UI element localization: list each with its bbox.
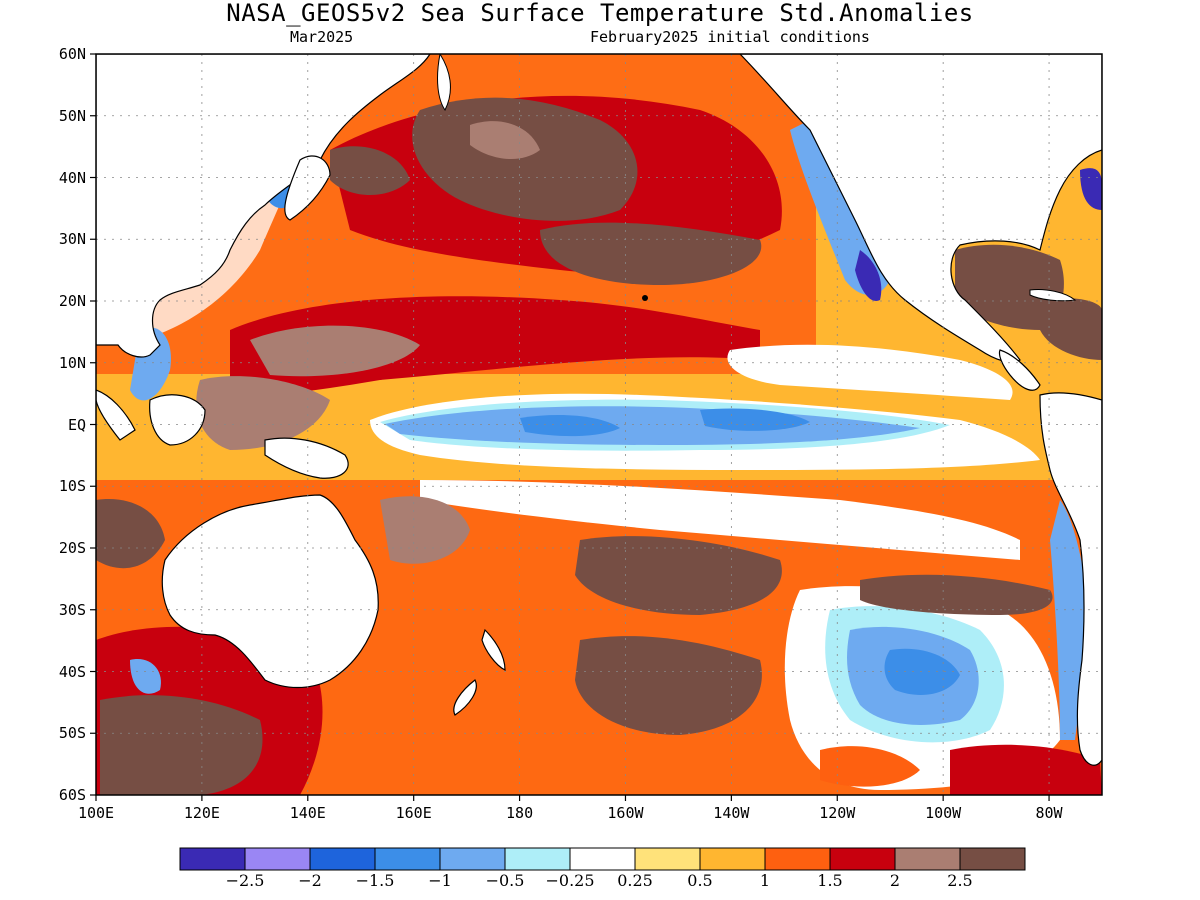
colorbar-label: −0.25 (545, 871, 595, 890)
axis-ticks (90, 53, 1050, 801)
colorbar-swatch (309, 847, 376, 871)
sumatra (96, 389, 136, 441)
australia (161, 494, 379, 689)
atlantic-cold-spot (1080, 168, 1102, 210)
colorbar-swatch (504, 847, 571, 871)
south-neutral-band (420, 480, 1020, 560)
colorbar-label: 1 (759, 871, 771, 890)
brown-patch-south-2 (860, 574, 1053, 615)
colorbar-swatch (179, 847, 246, 871)
borneo (149, 394, 206, 446)
colorbar-swatch (439, 847, 506, 871)
colorbar-label: 0.25 (617, 871, 653, 890)
colorbar-swatch (634, 847, 701, 871)
longitude-label: 140E (289, 804, 326, 822)
latitude-label: EQ (67, 415, 86, 434)
longitude-label: 120E (183, 804, 220, 822)
latitude-label: 50N (58, 106, 86, 125)
colorbar-label: −2.5 (225, 871, 265, 890)
colorbar-label: −2 (298, 871, 322, 890)
colorbar-swatch (959, 847, 1026, 871)
japan (284, 155, 331, 221)
central-america (998, 349, 1041, 391)
california-current-cool (790, 120, 890, 295)
colorbar-label: 2.5 (947, 871, 973, 890)
longitude-label: 100W (925, 804, 962, 822)
longitude-label: 100E (77, 804, 115, 822)
colorbar-swatch (569, 847, 636, 871)
latitude-label: 40N (58, 168, 86, 187)
longitude-label: 180 (506, 804, 534, 822)
new-guinea (264, 437, 349, 479)
latitude-label: 20N (58, 292, 86, 310)
init-conditions-label: February2025 initial conditions (590, 28, 870, 46)
latitude-label: 10S (58, 477, 86, 496)
brown-patch-north-3 (330, 146, 410, 195)
latitude-label: 20S (58, 539, 86, 557)
colorbar-swatch (699, 847, 766, 871)
brown-patch-north-2 (540, 222, 762, 285)
colorbar-label: −1.5 (355, 871, 395, 890)
longitude-label: 160E (395, 804, 432, 822)
east-pacific-neutral (727, 344, 1013, 400)
baja-cold-spot (855, 250, 882, 301)
indian-ocean-brown (96, 499, 165, 569)
brown-patch-north-4 (470, 121, 540, 160)
latitude-label: 30N (58, 230, 86, 249)
far-southeast-red (950, 744, 1102, 795)
longitude-label: 80W (1035, 804, 1063, 822)
colorbar-label: 0.5 (687, 871, 713, 890)
longitude-label: 120W (819, 804, 856, 822)
hawaii (642, 295, 648, 301)
colorbar-label: 2 (889, 871, 901, 890)
brown-patch-coral-sea (380, 496, 470, 564)
colorbar-swatch (374, 847, 441, 871)
latitude-label: 40S (58, 662, 86, 681)
latitude-label: 60N (58, 45, 86, 63)
southern-ocean-cool-spot (130, 659, 161, 694)
warm-pool-west (196, 376, 330, 450)
colorbar-swatch (764, 847, 831, 871)
brown-patch-south-1 (575, 536, 782, 615)
brown-patch-warm-pool (250, 325, 420, 377)
colorbar-label: −0.5 (485, 871, 525, 890)
southeast-cool-core (884, 648, 960, 695)
kamchatka (437, 54, 451, 111)
latitude-label: 50S (58, 724, 86, 743)
new-zealand-south (453, 679, 477, 716)
colorbar-label: −1 (428, 871, 452, 890)
colorbar-swatch (829, 847, 896, 871)
cold-tongue-core-2 (700, 408, 810, 431)
cold-tongue-core-1 (520, 415, 620, 437)
caribbean-brown (1040, 298, 1102, 360)
longitude-label: 160W (607, 804, 644, 822)
anomaly-field (96, 54, 1102, 795)
far-south-warm (820, 746, 920, 787)
latitude-label: 60S (58, 786, 86, 804)
cuba (1029, 289, 1077, 302)
latitude-label: 30S (58, 600, 86, 619)
latitude-label: 10N (58, 353, 86, 372)
colorbar-swatch (244, 847, 311, 871)
valid-month-label: Mar2025 (290, 28, 354, 46)
new-zealand-north (481, 628, 506, 671)
asia-landmass (96, 54, 431, 358)
brown-patch-south-3 (575, 636, 762, 735)
colorbar-swatch (894, 847, 961, 871)
colorbar-label: 1.5 (817, 871, 843, 890)
gridlines (96, 54, 1102, 795)
map-title: NASA_GEOS5v2 Sea Surface Temperature Std… (226, 0, 974, 27)
colorbar (179, 847, 1026, 871)
southern-ocean-brown (100, 695, 263, 795)
brown-patch-north-1 (412, 97, 638, 221)
longitude-label: 140W (713, 804, 750, 822)
gulf-of-mexico-brown (955, 244, 1064, 330)
